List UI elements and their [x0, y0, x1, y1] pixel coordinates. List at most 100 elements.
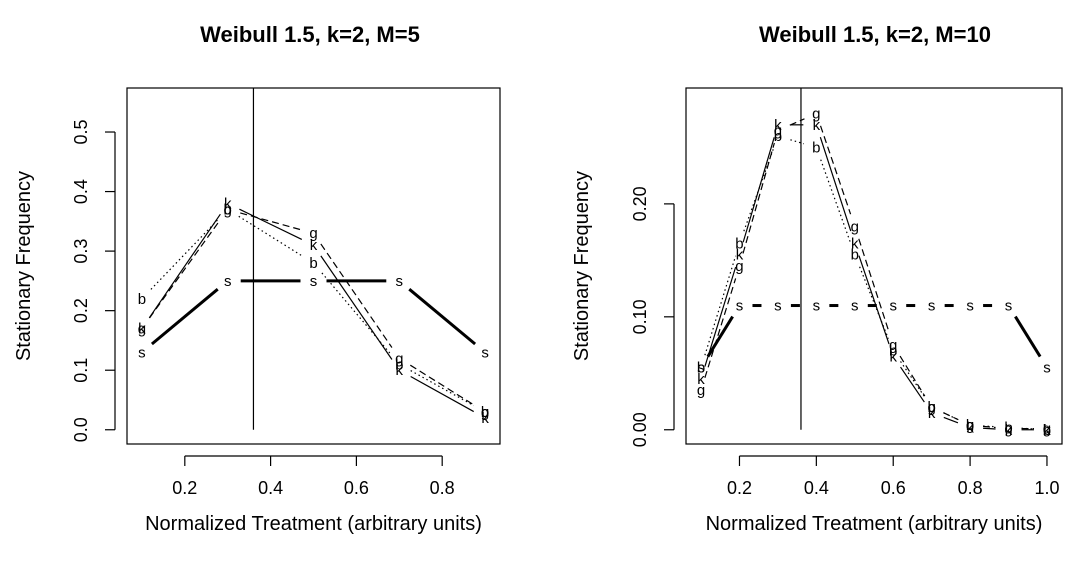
series-k-point: k — [813, 117, 821, 134]
series-g-segment — [858, 238, 890, 333]
plot-frame — [126, 87, 501, 445]
x-tick-label: 0.2 — [727, 478, 752, 498]
y-tick-label: 0.0 — [71, 417, 91, 442]
series-k-segment — [148, 213, 221, 319]
series-s-segment — [706, 315, 734, 358]
series-k-point: k — [224, 195, 232, 212]
series-b-segment — [321, 272, 392, 355]
series-s-segment — [150, 288, 219, 346]
series-s-point: s — [1005, 298, 1013, 315]
y-tick-label: 0.20 — [630, 186, 650, 221]
series-s-point: s — [310, 273, 318, 290]
series-g-point: g — [812, 106, 820, 123]
series-k-point: k — [396, 362, 404, 379]
y-tick-label: 0.2 — [71, 298, 91, 323]
series-k-segment — [742, 137, 775, 243]
series-k-segment — [943, 416, 959, 424]
series-g-point: g — [966, 417, 974, 434]
series-g-point: g — [1004, 421, 1012, 438]
series-k-point: k — [697, 371, 705, 388]
series-g-point: g — [889, 337, 897, 354]
series-g-segment — [899, 355, 926, 397]
series-k-point: k — [481, 410, 489, 427]
y-tick-label: 0.5 — [71, 119, 91, 144]
series-s-point: s — [889, 298, 897, 315]
series-k-segment — [983, 427, 996, 430]
series-s-point: s — [481, 344, 489, 361]
series-b-segment — [900, 361, 925, 397]
x-axis-label: Normalized Treatment (arbitrary units) — [706, 513, 1043, 535]
series-k-point: k — [736, 247, 744, 264]
series-b-segment — [743, 148, 775, 232]
y-axis-label: Stationary Frequency — [13, 171, 35, 361]
chart-panel-right: Weibull 1.5, k=2, M=10 0.2 0.4 0.6 0.8 1.0 0.0… — [571, 22, 1063, 535]
series-k-segment — [900, 366, 925, 403]
series-b-segment — [704, 255, 737, 356]
x-tick-label: 1.0 — [1034, 478, 1059, 498]
series-b-point: b — [735, 235, 743, 252]
series-g-point: g — [697, 382, 705, 399]
chart-title: Weibull 1.5, k=2, M=5 — [200, 22, 420, 47]
series-b-segment — [820, 159, 851, 243]
y-tick-label: 0.1 — [71, 358, 91, 383]
plot-frame — [685, 87, 1063, 445]
x-tick-label: 0.4 — [804, 478, 829, 498]
series-b-segment — [943, 412, 959, 421]
series-b-point: b — [1004, 420, 1012, 437]
series-b-point: b — [851, 247, 859, 264]
chart-panel-left: Weibull 1.5, k=2, M=5 0.2 0.4 0.6 0.8 0.0 0.1 0… — [13, 22, 501, 535]
series-g-point: g — [1043, 421, 1051, 438]
series-s-point: s — [774, 298, 782, 315]
series-g-point: g — [774, 122, 782, 139]
series-s-point: s — [851, 298, 859, 315]
series-g-point: g — [851, 218, 859, 235]
y-tick-label: 0.3 — [71, 239, 91, 264]
series-b-point: b — [395, 356, 403, 373]
x-tick-label: 0.6 — [881, 478, 906, 498]
series-s-point: s — [813, 298, 821, 315]
series-b-point: b — [966, 417, 974, 434]
series-s-point: s — [736, 298, 744, 315]
series-g-segment — [982, 425, 996, 429]
series-b-point: b — [138, 291, 146, 308]
series-k-segment — [858, 255, 890, 345]
series-s-segment — [1014, 315, 1042, 358]
series-k-segment — [320, 255, 393, 360]
series-g-segment — [149, 219, 221, 319]
series-g-segment — [742, 142, 775, 254]
series-g-segment — [704, 278, 737, 378]
series-k-segment — [819, 137, 852, 232]
series-b-segment — [150, 218, 220, 290]
series-g-point: g — [309, 225, 317, 242]
series-k-point: k — [310, 237, 318, 254]
series-g-segment — [819, 125, 852, 215]
series-b-segment — [1021, 427, 1035, 430]
series-g-point: g — [927, 399, 935, 416]
x-axis-label: Normalized Treatment (arbitrary units) — [145, 513, 482, 535]
series-b-segment — [983, 425, 996, 428]
series-k-point: k — [1043, 422, 1051, 439]
series-b-point: b — [889, 343, 897, 360]
series-s-point: s — [1043, 360, 1051, 377]
series-s-point: s — [966, 298, 974, 315]
series-g-point: g — [481, 404, 489, 421]
series-k-point: k — [966, 420, 974, 437]
series-g-segment — [789, 118, 805, 126]
series-b-point: b — [774, 128, 782, 145]
series-g-segment — [240, 212, 302, 231]
series-k-segment — [239, 208, 303, 241]
series-k-segment — [704, 266, 737, 367]
series-b-point: b — [481, 404, 489, 421]
series-s-point: s — [396, 273, 404, 290]
series-g-segment — [320, 243, 393, 348]
series-k-point: k — [1005, 422, 1013, 439]
series-s-point: s — [697, 360, 705, 377]
series-k-point: k — [138, 321, 146, 338]
x-tick-label: 0.8 — [958, 478, 983, 498]
x-tick-label: 0.6 — [344, 478, 369, 498]
series-s-point: s — [928, 298, 936, 315]
x-tick-label: 0.2 — [172, 478, 197, 498]
series-k-point: k — [889, 348, 897, 365]
series-b-segment — [238, 215, 303, 257]
